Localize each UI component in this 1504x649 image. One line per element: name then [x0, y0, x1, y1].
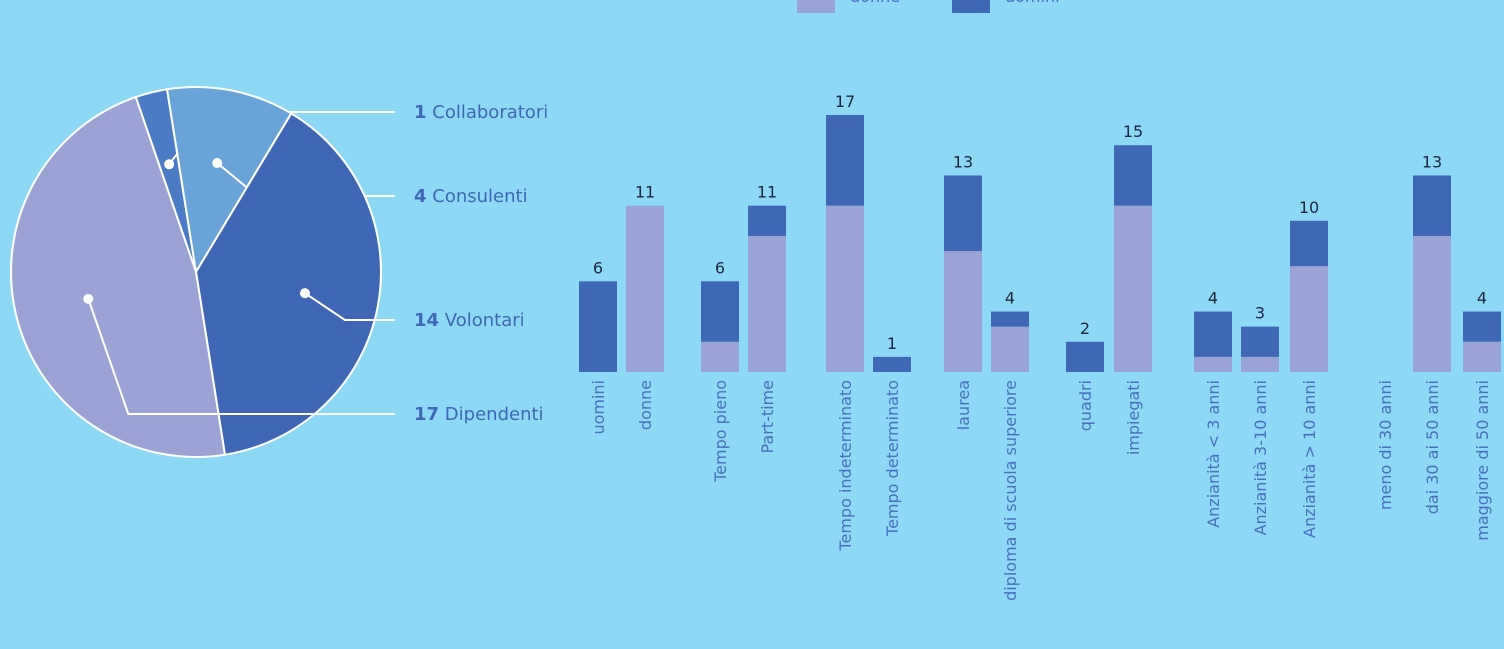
x-tick-label: donne	[636, 380, 655, 430]
bar-segment	[1194, 356, 1232, 372]
pie-value: 14	[414, 310, 439, 331]
pie-label: 14 Volontari	[414, 310, 525, 331]
x-tick-label: Tempo determinato	[883, 380, 902, 537]
x-tick-label: quadri	[1076, 380, 1095, 431]
pie-slice	[194, 112, 382, 456]
pie-label: 4 Consulenti	[414, 186, 528, 207]
bar-segment	[1241, 326, 1279, 357]
x-tick-label: laurea	[954, 380, 973, 430]
pie-category: Dipendenti	[445, 404, 544, 425]
x-tick-label: Anzianità > 10 anni	[1300, 380, 1319, 538]
pie-category: Volontari	[445, 310, 525, 331]
legend-label: uomini	[1005, 0, 1060, 6]
x-tick-label: impiegati	[1124, 380, 1143, 455]
total-label: 10	[1299, 198, 1319, 217]
bar-segment	[1463, 311, 1501, 342]
bar-segment	[991, 326, 1029, 372]
x-tick-label: diploma di scuola superiore	[1001, 380, 1020, 601]
bar-segment	[701, 281, 739, 342]
x-tick-label: Part-time	[758, 380, 777, 454]
total-label: 13	[1422, 152, 1442, 171]
pie-value: 17	[414, 404, 439, 425]
bar-segment	[944, 251, 982, 372]
leader-dot	[164, 159, 175, 170]
total-label: 4	[1208, 289, 1218, 308]
pie-label: 17 Dipendenti	[414, 404, 544, 425]
pie-category: Consulenti	[432, 186, 527, 207]
bar-segment	[1114, 145, 1152, 206]
bar-segment	[826, 115, 864, 206]
bar-segment	[1290, 266, 1328, 372]
pie-value: 1	[414, 102, 427, 123]
x-tick-label: Tempo pieno	[711, 380, 730, 483]
pie-slice	[10, 95, 227, 458]
pie-value: 4	[414, 186, 427, 207]
total-label: 13	[953, 152, 973, 171]
x-tick-label: dai 30 ai 50 anni	[1423, 380, 1442, 514]
leader-line	[87, 298, 395, 415]
bar-segment	[1066, 341, 1104, 372]
bar-segment	[626, 205, 664, 372]
total-label: 2	[1080, 319, 1090, 338]
bar-segment	[944, 175, 982, 252]
x-tick-label: meno di 30 anni	[1376, 380, 1395, 510]
bar-segment	[873, 356, 911, 372]
total-label: 3	[1255, 304, 1265, 323]
total-label: 6	[593, 258, 603, 277]
x-tick-label: Tempo indeterminato	[836, 380, 855, 552]
bar-segment	[748, 235, 786, 372]
legend-swatch	[797, 0, 835, 13]
total-label: 11	[757, 183, 777, 202]
bar-segment	[1290, 220, 1328, 267]
bar-segment	[701, 341, 739, 372]
pie-slice	[165, 86, 293, 275]
bar-segment	[748, 205, 786, 236]
bar-segment	[579, 281, 617, 372]
total-label: 6	[715, 258, 725, 277]
bar-segment	[1413, 175, 1451, 236]
total-label: 11	[635, 183, 655, 202]
bar-segment	[1413, 235, 1451, 372]
leader-line	[304, 292, 395, 321]
x-tick-label: maggiore di 50 anni	[1473, 380, 1492, 541]
bar-segment	[1241, 356, 1279, 372]
pie-label: 1 Collaboratori	[414, 102, 548, 123]
legend-label: donne	[850, 0, 900, 6]
bar-segment	[1463, 341, 1501, 372]
leader-dot	[83, 293, 94, 304]
leader-dot	[299, 288, 310, 299]
pie-category: Collaboratori	[432, 102, 548, 123]
legend-swatch	[952, 0, 990, 13]
x-tick-label: Anzianità 3-10 anni	[1251, 380, 1270, 535]
bar-segment	[826, 205, 864, 372]
bar-segment	[991, 311, 1029, 327]
leader-dot	[212, 158, 223, 169]
total-label: 15	[1123, 122, 1143, 141]
total-label: 4	[1005, 289, 1015, 308]
bar-segment	[1114, 205, 1152, 372]
bar-segment	[1194, 311, 1232, 357]
x-tick-label: Anzianità < 3 anni	[1204, 380, 1223, 528]
total-label: 4	[1477, 289, 1487, 308]
x-tick-label: uomini	[589, 380, 608, 435]
total-label: 1	[887, 334, 897, 353]
total-label: 17	[835, 92, 855, 111]
